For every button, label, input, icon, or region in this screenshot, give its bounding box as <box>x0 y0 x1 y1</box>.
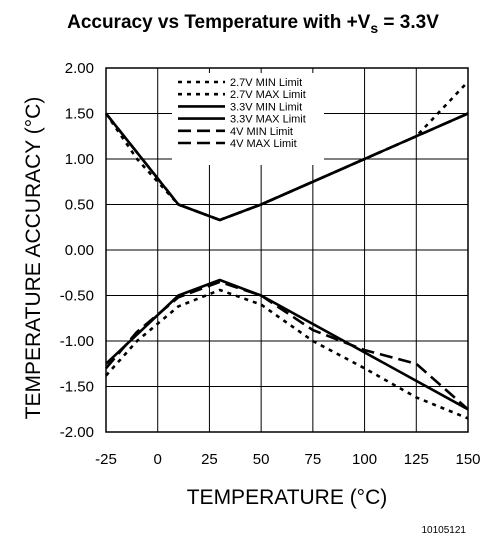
legend-label: 4V MIN Limit <box>230 126 293 138</box>
x-tick-label: 150 <box>455 451 480 468</box>
legend-label: 3.3V MIN Limit <box>230 101 302 113</box>
y-tick-label: 0.50 <box>65 197 94 214</box>
y-tick-label: -1.50 <box>60 379 94 396</box>
y-tick-label: -0.50 <box>60 288 94 305</box>
x-tick-label: 75 <box>305 451 322 468</box>
x-tick-label: 25 <box>201 451 218 468</box>
legend-label: 2.7V MIN Limit <box>230 77 302 89</box>
series-layer <box>104 80 469 420</box>
y-tick-label: 2.00 <box>65 60 94 77</box>
x-tick-label: -25 <box>95 451 117 468</box>
series-line-1 <box>104 80 469 222</box>
legend-label: 2.7V MAX Limit <box>230 89 306 101</box>
figure-id: 10105121 <box>422 525 467 536</box>
series-line-5 <box>104 112 469 222</box>
y-tick-label: -1.00 <box>60 333 94 350</box>
y-tick-labels: 2.00 1.50 1.00 0.50 0.00 -0.50 -1.00 -1.50 -2.00 <box>60 60 94 441</box>
series-line-2 <box>105 278 469 411</box>
y-tick-label: 1.50 <box>65 106 94 123</box>
legend-label: 3.3V MAX Limit <box>230 114 306 126</box>
y-axis-label: TEMPERATURE ACCURACY (°C) <box>22 97 45 420</box>
x-tick-label: 50 <box>253 451 270 468</box>
x-tick-label: 125 <box>404 451 429 468</box>
x-tick-labels: -25 0 25 50 75 100 125 150 <box>95 451 480 468</box>
y-tick-label: 1.00 <box>65 151 94 168</box>
legend-label: 4V MAX Limit <box>230 138 297 150</box>
x-tick-label: 100 <box>352 451 377 468</box>
chart-title: Accuracy vs Temperature with +Vs = 3.3V <box>67 12 439 36</box>
series-line-0 <box>105 288 469 420</box>
x-axis-label: TEMPERATURE (°C) <box>187 486 388 509</box>
series-line-4 <box>105 280 469 411</box>
y-tick-label: -2.00 <box>60 424 94 441</box>
y-tick-label: 0.00 <box>65 242 94 259</box>
plot-frame <box>105 67 469 433</box>
x-tick-label: 0 <box>154 451 162 468</box>
